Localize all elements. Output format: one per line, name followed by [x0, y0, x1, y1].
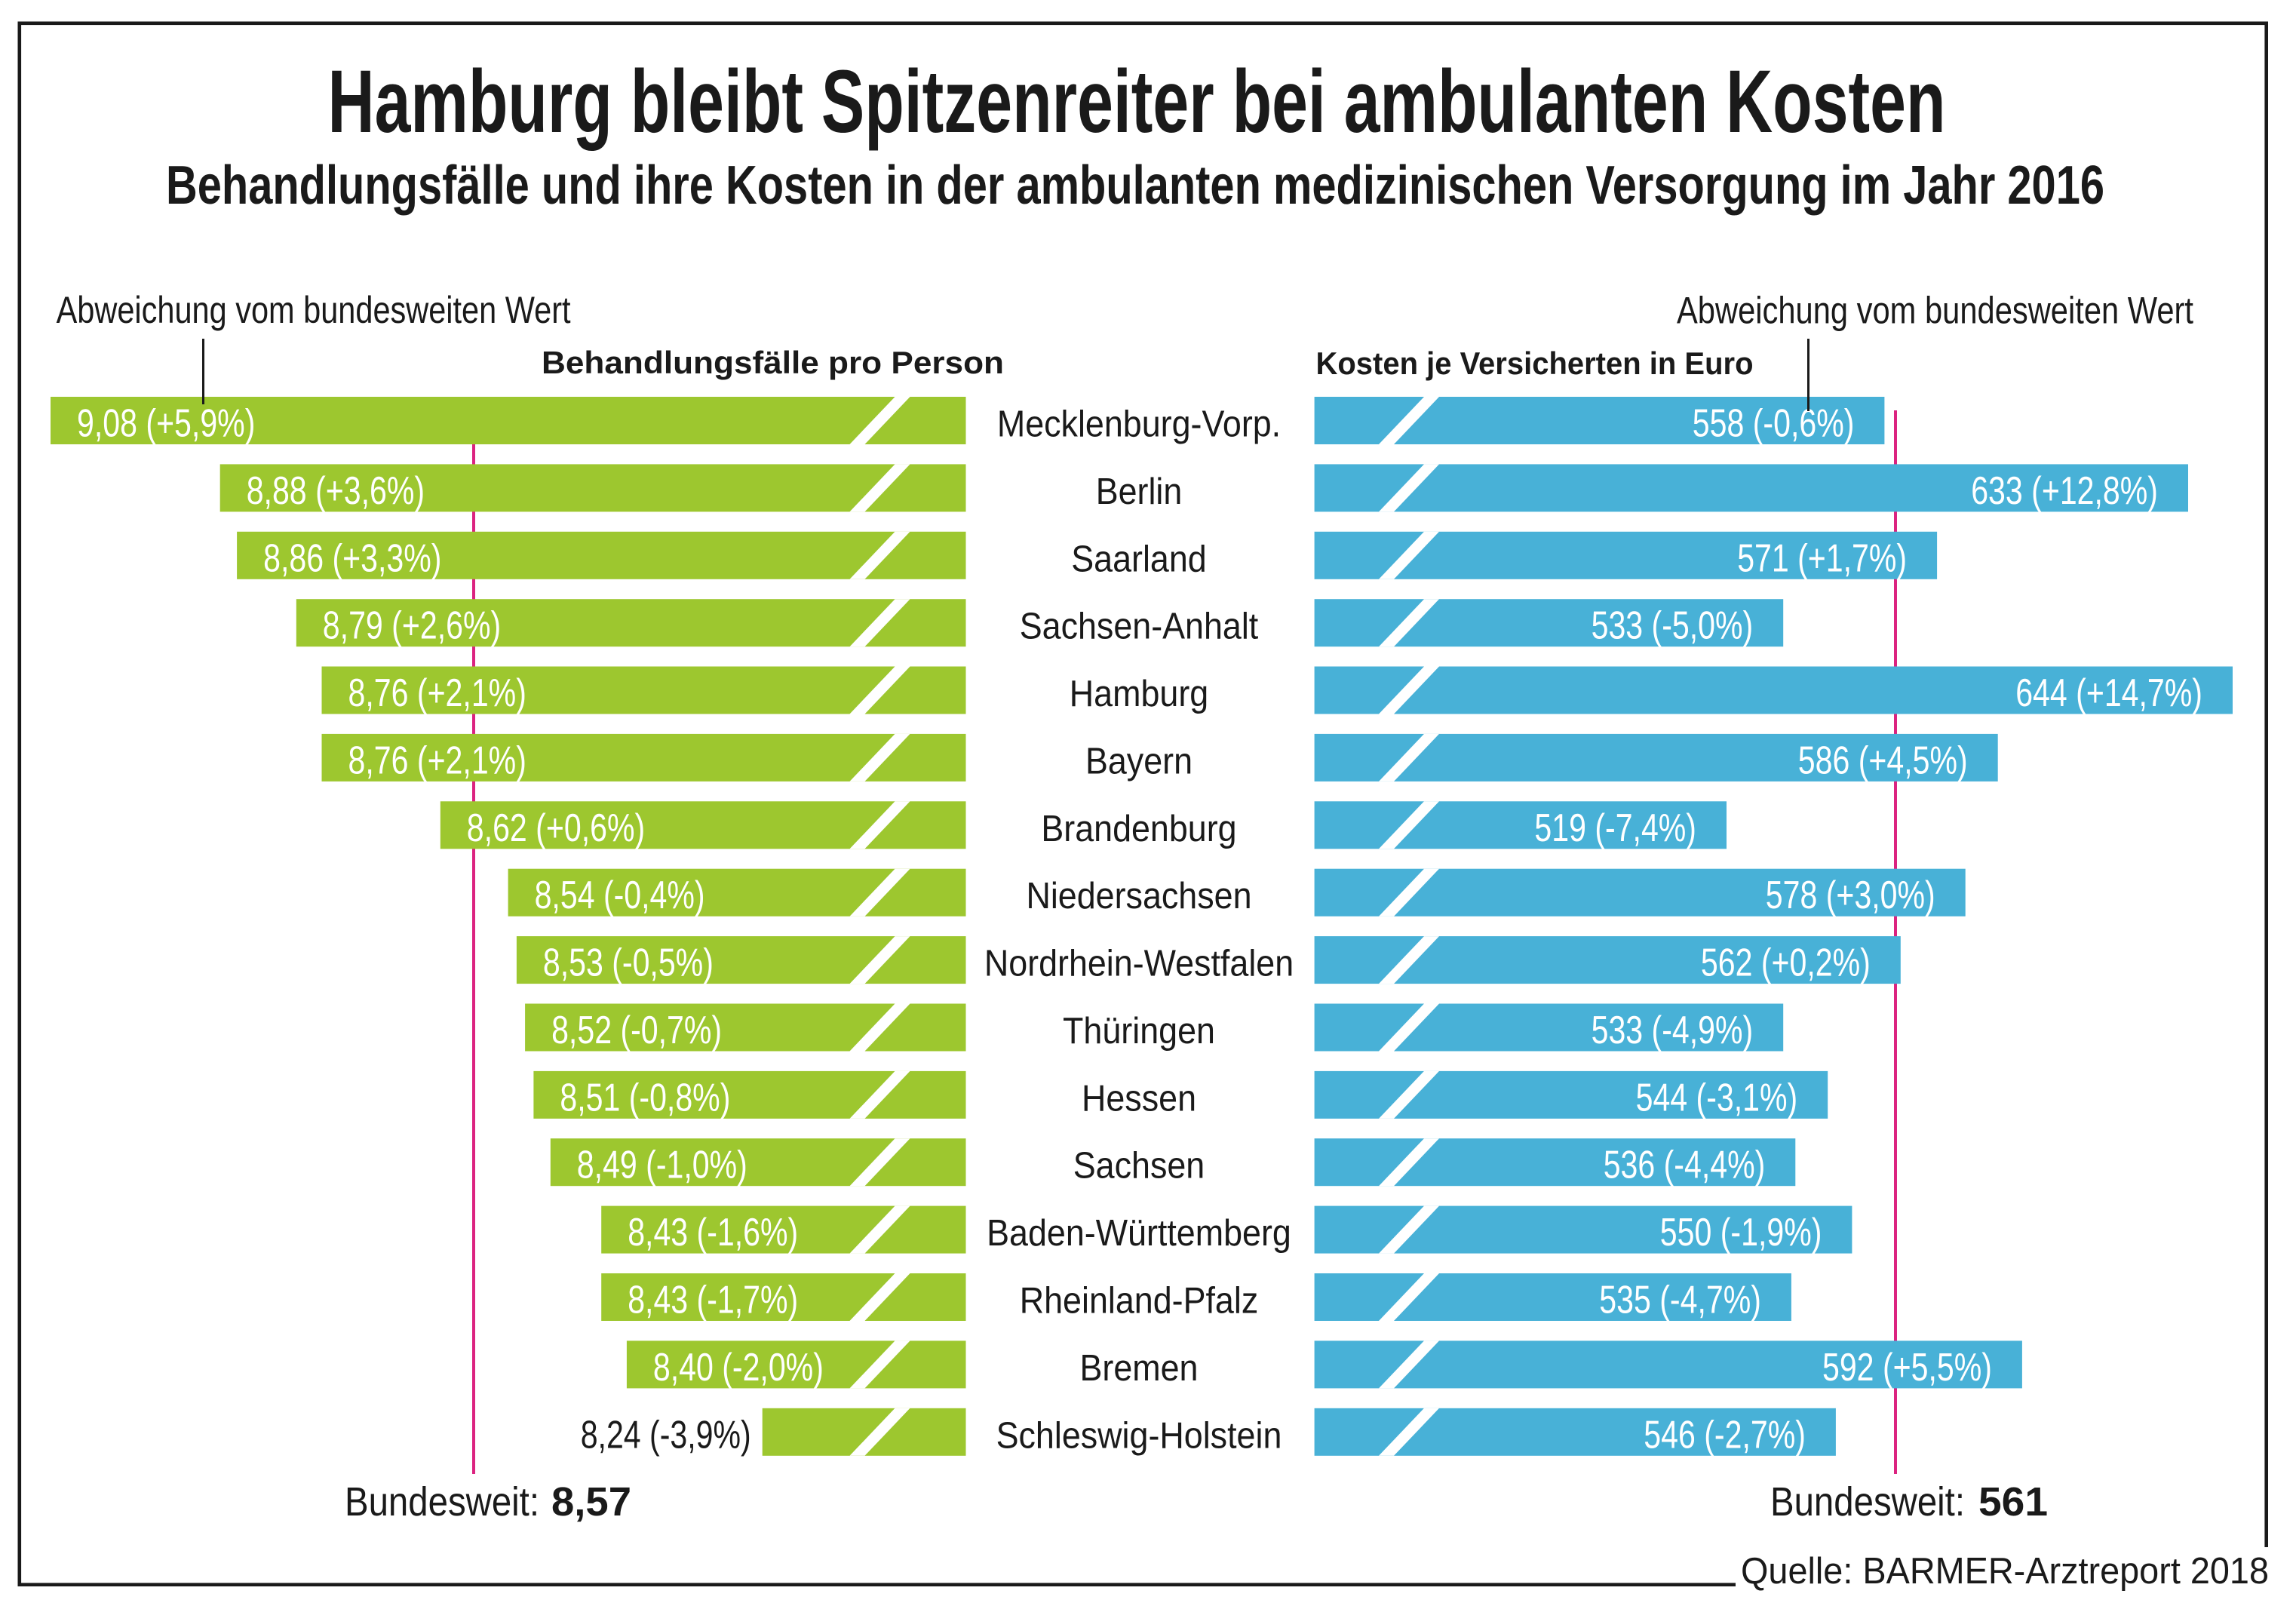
svg-text:Behandlungsfälle pro Person: Behandlungsfälle pro Person	[542, 345, 1004, 380]
svg-text:536 (-4,4%): 536 (-4,4%)	[1604, 1144, 1766, 1187]
svg-text:519 (-7,4%): 519 (-7,4%)	[1534, 806, 1696, 850]
svg-text:8,57: 8,57	[551, 1479, 631, 1525]
svg-text:Hamburg bleibt Spitzenreiter b: Hamburg bleibt Spitzenreiter bei ambulan…	[328, 52, 1946, 152]
svg-text:Hamburg: Hamburg	[1070, 674, 1208, 714]
svg-text:546 (-2,7%): 546 (-2,7%)	[1644, 1413, 1806, 1457]
svg-text:550 (-1,9%): 550 (-1,9%)	[1660, 1211, 1822, 1254]
svg-text:Rheinland-Pfalz: Rheinland-Pfalz	[1020, 1281, 1259, 1322]
svg-text:535 (-4,7%): 535 (-4,7%)	[1599, 1279, 1761, 1322]
svg-text:Bremen: Bremen	[1080, 1348, 1199, 1389]
svg-text:558 (-0,6%): 558 (-0,6%)	[1693, 402, 1855, 446]
svg-text:578 (+3,0%): 578 (+3,0%)	[1766, 874, 1935, 917]
svg-text:533 (-5,0%): 533 (-5,0%)	[1592, 604, 1754, 648]
svg-text:Nordrhein-Westfalen: Nordrhein-Westfalen	[984, 944, 1294, 984]
svg-text:Abweichung vom bundesweiten We: Abweichung vom bundesweiten Wert	[1677, 290, 2193, 332]
svg-text:586 (+4,5%): 586 (+4,5%)	[1798, 739, 1968, 782]
svg-text:Quelle: BARMER-Arztreport 2018: Quelle: BARMER-Arztreport 2018	[1741, 1551, 2269, 1592]
svg-text:544 (-3,1%): 544 (-3,1%)	[1636, 1076, 1798, 1119]
svg-text:533 (-4,9%): 533 (-4,9%)	[1592, 1009, 1754, 1052]
svg-text:Thüringen: Thüringen	[1063, 1011, 1215, 1052]
svg-text:8,24 (-3,9%): 8,24 (-3,9%)	[581, 1413, 751, 1457]
svg-text:8,40 (-2,0%): 8,40 (-2,0%)	[653, 1346, 824, 1390]
svg-text:8,51 (-0,8%): 8,51 (-0,8%)	[560, 1076, 730, 1119]
svg-text:Mecklenburg-Vorp.: Mecklenburg-Vorp.	[997, 404, 1281, 445]
svg-text:Brandenburg: Brandenburg	[1041, 809, 1236, 849]
svg-text:8,62 (+0,6%): 8,62 (+0,6%)	[467, 806, 645, 850]
svg-text:8,43 (-1,7%): 8,43 (-1,7%)	[628, 1279, 798, 1322]
svg-text:Abweichung vom bundesweiten We: Abweichung vom bundesweiten Wert	[57, 289, 571, 331]
svg-text:644 (+14,7%): 644 (+14,7%)	[2015, 671, 2202, 715]
svg-text:Behandlungsfälle und ihre Kost: Behandlungsfälle und ihre Kosten in der …	[166, 155, 2104, 216]
svg-text:Bayern: Bayern	[1085, 741, 1193, 782]
svg-text:Hessen: Hessen	[1082, 1078, 1196, 1119]
svg-text:8,88 (+3,6%): 8,88 (+3,6%)	[247, 469, 425, 513]
svg-text:Sachsen: Sachsen	[1073, 1146, 1205, 1187]
svg-text:Schleswig-Holstein: Schleswig-Holstein	[996, 1415, 1282, 1456]
svg-text:Bundesweit:: Bundesweit:	[345, 1479, 539, 1525]
svg-text:8,86 (+3,3%): 8,86 (+3,3%)	[263, 536, 441, 580]
svg-text:8,76 (+2,1%): 8,76 (+2,1%)	[348, 739, 526, 782]
svg-text:Baden-Württemberg: Baden-Württemberg	[987, 1213, 1291, 1254]
svg-text:8,76 (+2,1%): 8,76 (+2,1%)	[348, 671, 526, 715]
svg-text:Niedersachsen: Niedersachsen	[1026, 876, 1251, 917]
svg-text:8,52 (-0,7%): 8,52 (-0,7%)	[551, 1009, 722, 1052]
svg-text:8,79 (+2,6%): 8,79 (+2,6%)	[323, 604, 501, 648]
svg-text:Kosten je Versicherten in Euro: Kosten je Versicherten in Euro	[1316, 345, 1754, 381]
svg-text:8,43 (-1,6%): 8,43 (-1,6%)	[628, 1211, 798, 1254]
svg-text:592 (+5,5%): 592 (+5,5%)	[1822, 1346, 1992, 1390]
svg-text:Saarland: Saarland	[1071, 539, 1207, 579]
svg-text:571 (+1,7%): 571 (+1,7%)	[1737, 536, 1907, 580]
svg-text:8,49 (-1,0%): 8,49 (-1,0%)	[577, 1144, 747, 1187]
svg-text:Sachsen-Anhalt: Sachsen-Anhalt	[1020, 606, 1259, 647]
svg-text:8,53 (-0,5%): 8,53 (-0,5%)	[543, 941, 714, 985]
svg-text:9,08 (+5,9%): 9,08 (+5,9%)	[77, 402, 255, 446]
svg-text:8,54 (-0,4%): 8,54 (-0,4%)	[535, 874, 705, 917]
svg-text:Berlin: Berlin	[1096, 471, 1183, 512]
svg-text:633 (+12,8%): 633 (+12,8%)	[1971, 469, 2158, 513]
svg-text:562 (+0,2%): 562 (+0,2%)	[1701, 941, 1871, 985]
svg-text:561: 561	[1978, 1479, 2048, 1525]
svg-text:Bundesweit:: Bundesweit:	[1770, 1479, 1965, 1525]
